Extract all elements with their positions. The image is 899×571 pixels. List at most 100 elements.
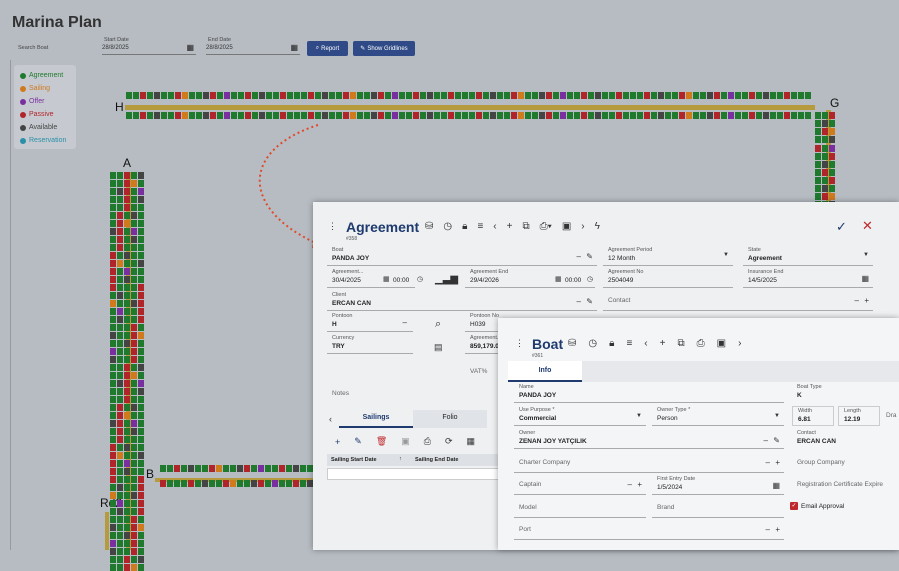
slip[interactable] [117, 220, 123, 227]
slip[interactable] [829, 177, 835, 184]
first-entry-date-field[interactable]: First Entry Date 1/5/2024 ▦ [652, 475, 784, 495]
clock-icon[interactable]: ◷ [587, 276, 594, 283]
slip[interactable] [124, 292, 130, 299]
slip[interactable] [251, 479, 257, 487]
slip[interactable] [252, 112, 258, 119]
slip[interactable] [124, 260, 130, 267]
slip[interactable] [822, 144, 828, 152]
slip[interactable] [138, 404, 144, 411]
slip[interactable] [138, 500, 144, 507]
slip[interactable] [131, 356, 137, 363]
slip[interactable] [490, 112, 496, 119]
slip[interactable] [784, 92, 790, 99]
slip[interactable] [110, 444, 116, 451]
slip[interactable] [131, 396, 137, 403]
notes-field[interactable]: Notes [327, 384, 597, 402]
slip[interactable] [574, 92, 580, 99]
save-icon[interactable]: ▣ [561, 221, 572, 232]
slip[interactable] [117, 444, 123, 451]
slip[interactable] [110, 564, 116, 571]
slip[interactable] [131, 228, 137, 235]
slip[interactable] [110, 212, 116, 219]
slip[interactable] [217, 92, 223, 99]
slip[interactable] [300, 465, 306, 472]
slip[interactable] [189, 92, 195, 99]
slip[interactable] [117, 508, 123, 515]
slip[interactable] [686, 112, 692, 119]
slip[interactable] [735, 92, 741, 99]
slip[interactable] [138, 316, 144, 323]
slip[interactable] [117, 396, 123, 403]
slip[interactable] [483, 112, 489, 119]
slip[interactable] [672, 92, 678, 99]
slip[interactable] [378, 112, 384, 119]
slip[interactable] [815, 144, 821, 152]
slip[interactable] [749, 112, 755, 119]
slip[interactable] [138, 332, 144, 339]
slip[interactable] [131, 196, 137, 203]
slip[interactable] [124, 180, 130, 187]
pontoon-field[interactable]: Pontoon H – [327, 312, 413, 332]
slip[interactable] [315, 92, 321, 99]
slip[interactable] [110, 292, 116, 299]
slip[interactable] [110, 196, 116, 203]
slip[interactable] [651, 112, 657, 119]
slip[interactable] [224, 112, 230, 119]
slip[interactable] [258, 479, 264, 487]
slip[interactable] [110, 188, 116, 195]
slip[interactable] [126, 92, 132, 99]
chart-icon[interactable]: ▁▃▆ [435, 274, 459, 285]
check-icon[interactable]: ✓ [836, 219, 847, 234]
slip[interactable] [815, 193, 821, 201]
slip[interactable] [110, 172, 116, 179]
boat-field[interactable]: Boat PANDA JOY – ✎ [327, 246, 597, 266]
owner-type-field[interactable]: Owner Type * Person ▼ [652, 406, 784, 426]
agreement-period-field[interactable]: Agreement Period 12 Month ▼ [603, 246, 733, 266]
slip[interactable] [196, 112, 202, 119]
agreement-start-field[interactable]: Agreement... 30/4/2025 00:00 ▦ ◷ [327, 268, 423, 288]
slip[interactable] [455, 112, 461, 119]
slip[interactable] [131, 452, 137, 459]
slip[interactable] [286, 479, 292, 487]
slip[interactable] [117, 188, 123, 195]
slip[interactable] [637, 92, 643, 99]
slip[interactable] [138, 260, 144, 267]
slip[interactable] [117, 260, 123, 267]
add-icon[interactable]: + [506, 221, 513, 232]
slip[interactable] [574, 112, 580, 119]
slip[interactable] [623, 92, 629, 99]
slip[interactable] [124, 532, 130, 539]
slip[interactable] [138, 428, 144, 435]
slip[interactable] [721, 92, 727, 99]
slip[interactable] [707, 112, 713, 119]
slip[interactable] [131, 500, 137, 507]
slip[interactable] [117, 348, 123, 355]
slip[interactable] [693, 112, 699, 119]
slip[interactable] [805, 92, 811, 99]
slip[interactable] [117, 524, 123, 531]
slip[interactable] [770, 112, 776, 119]
slip[interactable] [110, 372, 116, 379]
slip[interactable] [161, 112, 167, 119]
slip[interactable] [131, 180, 137, 187]
slip[interactable] [497, 92, 503, 99]
slip[interactable] [203, 92, 209, 99]
slip[interactable] [815, 177, 821, 184]
slip[interactable] [117, 404, 123, 411]
slip[interactable] [131, 492, 137, 499]
slip[interactable] [117, 236, 123, 243]
slip[interactable] [138, 420, 144, 427]
slip[interactable] [110, 324, 116, 331]
slip[interactable] [829, 152, 835, 160]
slip[interactable] [168, 112, 174, 119]
slip[interactable] [117, 364, 123, 371]
slip[interactable] [124, 436, 130, 443]
slip[interactable] [238, 112, 244, 119]
slip[interactable] [110, 300, 116, 307]
slip[interactable] [287, 112, 293, 119]
slip[interactable] [124, 412, 130, 419]
slip[interactable] [413, 112, 419, 119]
slip[interactable] [138, 236, 144, 243]
slip[interactable] [294, 92, 300, 99]
slip[interactable] [756, 112, 762, 119]
